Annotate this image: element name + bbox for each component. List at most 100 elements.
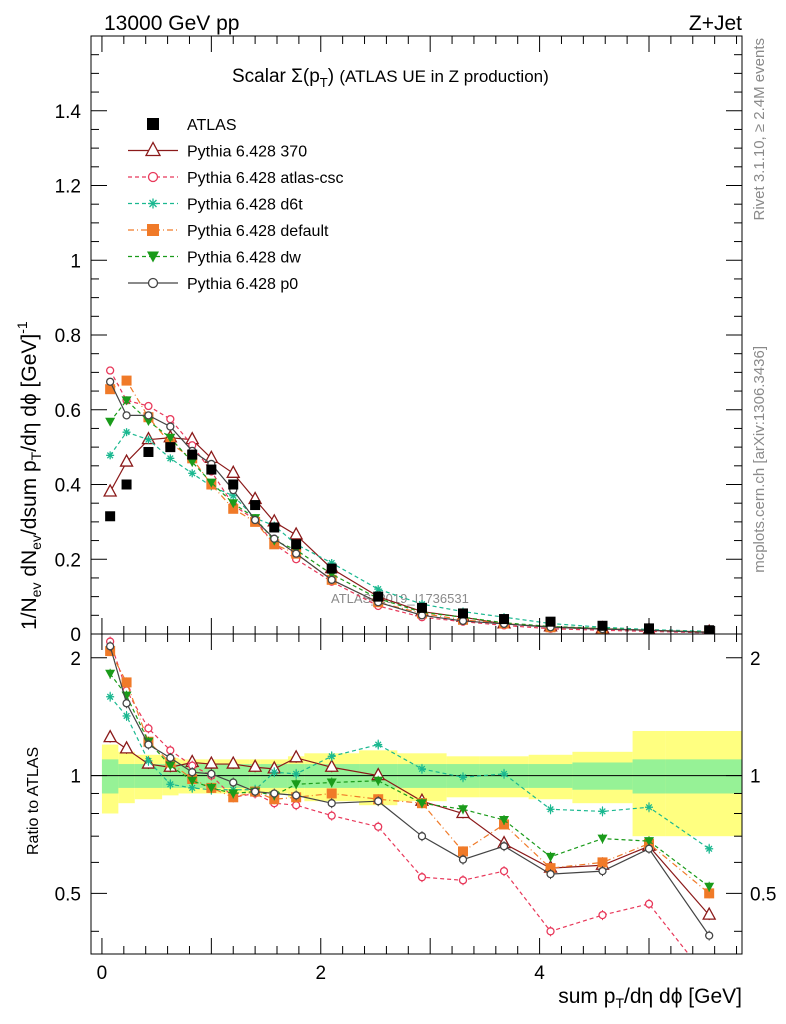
data-point: [187, 458, 198, 468]
legend-marker: [147, 118, 159, 130]
ratio-data-point: [144, 756, 153, 765]
ratio-data-point: [291, 791, 301, 800]
ratio-data-point: [704, 882, 715, 892]
data-point: [228, 499, 239, 509]
legend-label: Pythia 6.428 atlas-csc: [187, 170, 344, 187]
ratio-data-point: [545, 863, 556, 874]
ratio-data-point: [458, 855, 468, 864]
data-point: [206, 478, 217, 488]
data-point: [165, 433, 176, 443]
ratio-data-point: [291, 780, 302, 790]
legend-label: Pythia 6.428 370: [187, 144, 307, 161]
ratio-data-point: [417, 764, 426, 773]
ratio-data-point: [598, 807, 607, 816]
data-point: [105, 366, 115, 375]
ratio-data-point: [144, 740, 153, 749]
legend: ATLAS Pythia 6.428 370 Pythia 6.428 atlas-…: [128, 117, 344, 293]
band-inner-bin: [665, 759, 742, 794]
y-tick-label: 0.6: [55, 401, 81, 422]
analysis-watermark: ATLAS_2019_I1736531: [331, 591, 469, 606]
ratio-data-point: [289, 749, 304, 763]
legend-entry: ATLAS: [147, 117, 237, 134]
ratio-data-point: [206, 783, 217, 793]
ratio-data-point: [270, 768, 279, 777]
data-point: [144, 401, 153, 411]
ratio-data-point: [228, 789, 239, 799]
legend-marker: [147, 171, 159, 183]
x-tick-label: 0: [97, 963, 108, 984]
ratio-tick-label: 0.5: [55, 884, 81, 905]
ratio-data-point: [121, 677, 132, 688]
ratio-data-point: [188, 783, 197, 792]
atlas-data-point: [228, 479, 239, 490]
ratio-plot-series: [103, 636, 717, 954]
y-tick-label: 1: [70, 251, 81, 272]
legend-marker: [147, 224, 159, 236]
atlas-data-point: [291, 539, 302, 550]
ratio-data-point: [644, 837, 654, 847]
ratio-data-point: [226, 755, 241, 769]
ratio-data-point: [105, 642, 115, 651]
data-point: [188, 469, 197, 478]
ratio-data-point: [204, 755, 219, 769]
atlas-data-point: [545, 616, 556, 627]
main-plot-series: [103, 366, 715, 634]
y-tick-label: 0.2: [55, 550, 81, 571]
ratio-data-point: [374, 797, 383, 806]
ratio-data-point: [705, 844, 714, 853]
data-point: [106, 451, 115, 460]
data-point: [119, 453, 134, 467]
ratio-data-point: [188, 768, 197, 777]
header-energy-label: 13000 GeV pp: [104, 12, 239, 35]
legend-label: ATLAS: [187, 117, 237, 134]
atlas-data-point: [250, 500, 261, 511]
data-point: [143, 416, 154, 426]
ratio-data-point: [459, 773, 467, 782]
ratio-data-point: [106, 692, 115, 701]
ratio-tick-label-right: 0.5: [750, 884, 776, 905]
data-point: [417, 611, 427, 620]
uncertainty-bands: [101, 730, 742, 837]
legend-label: Pythia 6.428 default: [187, 223, 329, 240]
ratio-data-point: [545, 852, 556, 862]
data-point: [166, 454, 175, 463]
legend-entry: Pythia 6.428 dw: [128, 250, 301, 267]
ratio-data-point: [248, 758, 263, 772]
data-point: [250, 515, 260, 525]
legend-entry: Pythia 6.428 p0: [128, 276, 298, 293]
atlas-data-point: [206, 464, 217, 475]
ratio-data-point: [704, 888, 715, 899]
atlas-data-point: [165, 442, 176, 453]
ratio-data-point: [105, 669, 116, 679]
y-tick-label: 0.8: [55, 326, 81, 347]
ratio-data-point: [499, 842, 509, 851]
axes: 0 2 4 0 0.2 0.4 0.6 0.8 1 1.2 1.4 0.5 0.5 1 1 2 2: [55, 35, 776, 984]
atlas-data-point: [326, 563, 337, 574]
data-point: [121, 396, 132, 406]
atlas-data-point: [105, 511, 116, 522]
ratio-tick-label-right: 2: [750, 649, 761, 670]
ratio-data-point: [166, 746, 175, 755]
ratio-data-point: [546, 805, 555, 814]
ratio-data-point: [416, 799, 427, 809]
ratio-data-point: [374, 822, 383, 831]
atlas-data-point: [458, 608, 468, 619]
data-point: [291, 549, 301, 558]
legend-label: Pythia 6.428 p0: [187, 276, 298, 293]
atlas-data-point: [373, 591, 384, 602]
data-point: [458, 616, 468, 626]
atlas-data-point: [704, 625, 715, 634]
ratio-data-point: [270, 789, 279, 798]
data-point: [105, 384, 116, 395]
ratio-data-point: [187, 776, 198, 786]
ratio-data-point: [166, 780, 175, 789]
y-tick-label: 1.4: [55, 102, 82, 123]
ratio-data-point: [598, 866, 607, 876]
ratio-data-point: [327, 799, 336, 808]
ratio-data-point: [597, 857, 608, 868]
ratio-data-point: [119, 740, 134, 754]
ratio-data-point: [373, 776, 384, 786]
ratio-data-point: [458, 805, 468, 815]
ratio-data-point: [458, 846, 468, 857]
data-point: [289, 526, 304, 540]
